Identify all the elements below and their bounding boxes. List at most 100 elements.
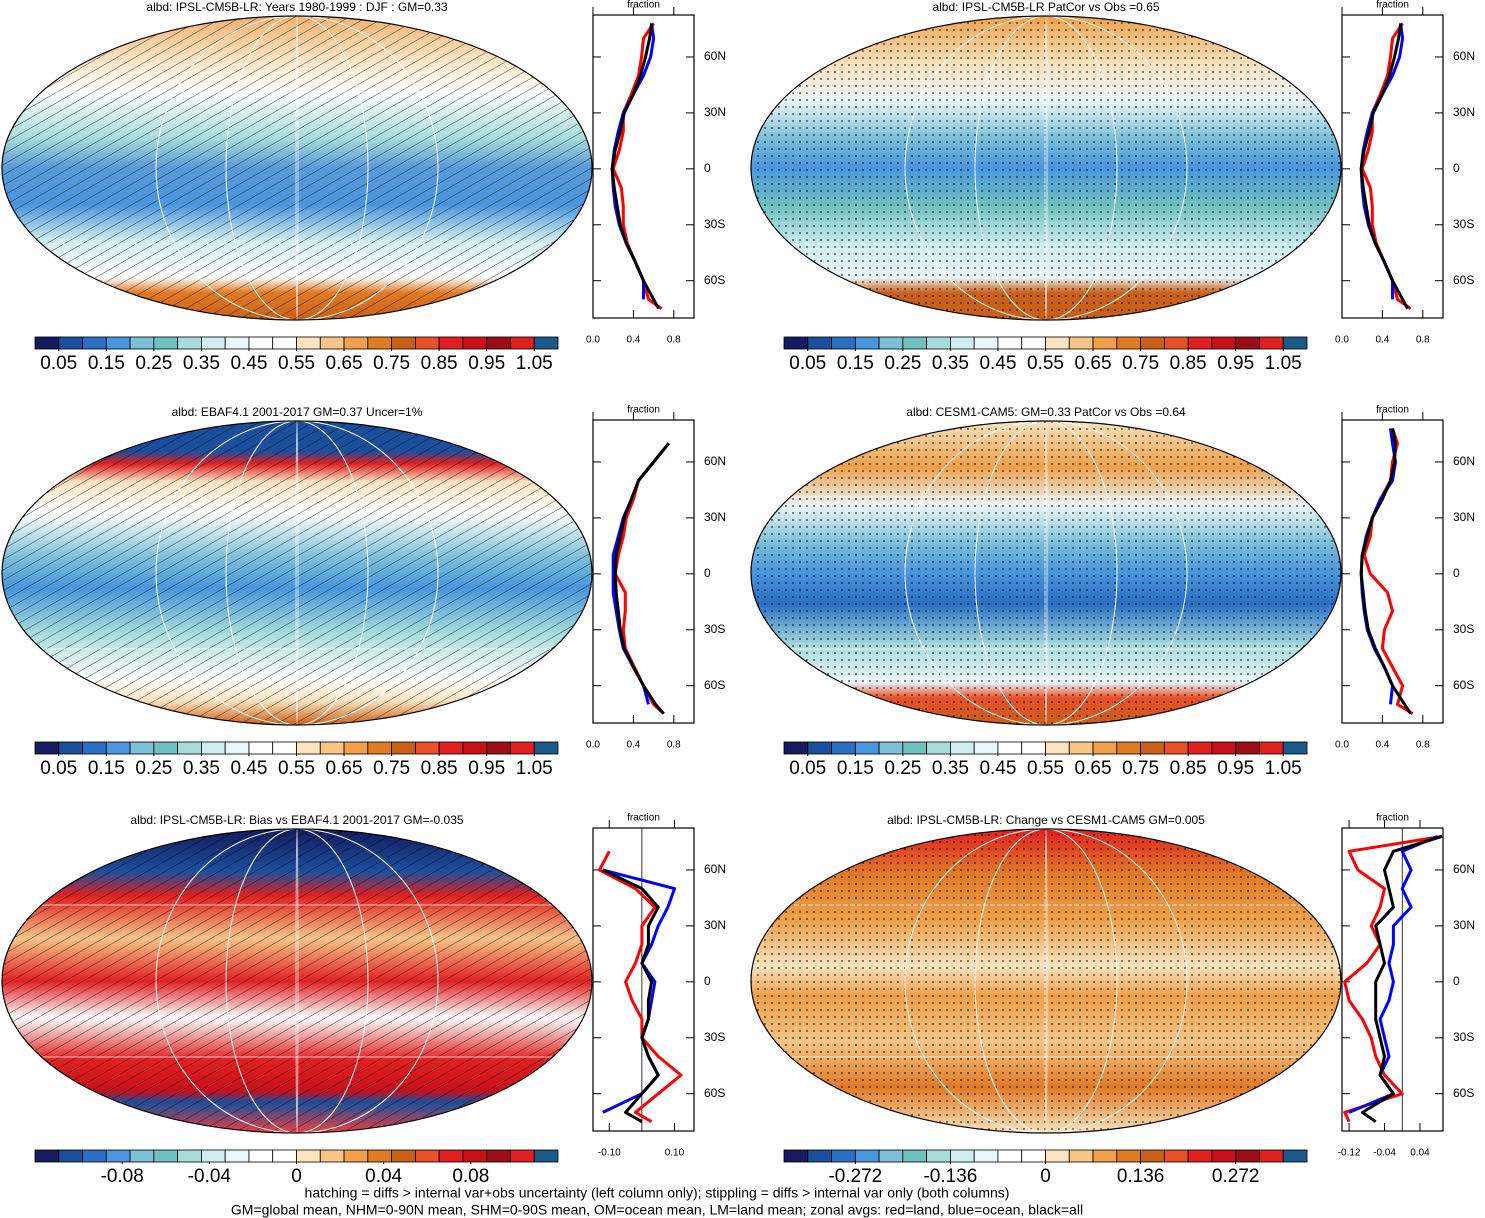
- colorbar-label: 0.05: [40, 758, 77, 779]
- y-tick-label: 30N: [704, 105, 726, 119]
- colorbar-label: 0.75: [1122, 353, 1159, 374]
- colorbar-label: 0.95: [1217, 758, 1254, 779]
- colorbar-box: [973, 741, 999, 755]
- colorbar-box: [950, 741, 975, 755]
- colorbar-label: 1.05: [516, 353, 553, 374]
- y-tick-label: 0: [1453, 974, 1460, 988]
- x-tick-label: -0.12: [1338, 1148, 1361, 1159]
- colorbar-label: 0.55: [1027, 353, 1064, 374]
- colorbar-box: [153, 336, 179, 350]
- colorbar-box: [1068, 1149, 1094, 1163]
- colorbar-box: [1140, 741, 1165, 755]
- colorbar-box: [248, 1149, 274, 1163]
- zonal-axis-label: fraction: [1376, 0, 1409, 11]
- colorbar-label: 0.25: [135, 353, 172, 374]
- colorbar-box: [807, 741, 832, 755]
- colorbar-label: 0.05: [789, 353, 826, 374]
- colorbar-label: 0.25: [884, 758, 921, 779]
- zonal-line: [602, 868, 660, 1124]
- y-tick-label: 0: [704, 566, 711, 580]
- colorbar-label: 0.45: [230, 353, 267, 374]
- map-pattern: [2, 421, 592, 725]
- colorbar-box: [1116, 1149, 1141, 1163]
- zonal-line: [1348, 835, 1439, 1114]
- colorbar-box: [950, 1149, 975, 1163]
- colorbar-box: [177, 741, 202, 755]
- colorbar-label: 0.45: [979, 758, 1016, 779]
- x-tick-label: 0.04: [1410, 1148, 1430, 1159]
- colorbar-box: [414, 741, 440, 755]
- colorbar-label: 0.05: [40, 353, 77, 374]
- colorbar-box: [878, 1149, 904, 1163]
- y-tick-label: 0: [704, 974, 711, 988]
- colorbar-box: [177, 336, 202, 350]
- zonal-axis-label: fraction: [627, 0, 660, 11]
- zonal-line: [1359, 23, 1410, 310]
- colorbar-label: 0.65: [1075, 758, 1112, 779]
- colorbar-label: 0: [1040, 1166, 1051, 1187]
- panel-title: albd: IPSL-CM5B-LR: Bias vs EBAF4.1 2001…: [130, 813, 463, 827]
- colorbar-label: 0.15: [837, 758, 874, 779]
- colorbar-label: 0.95: [468, 353, 505, 374]
- colorbar-label: 0.85: [421, 353, 458, 374]
- x-tick-label: 0.0: [1335, 740, 1349, 751]
- colorbar-box: [34, 741, 60, 755]
- colorbar-box: [201, 1149, 226, 1163]
- colorbar-box: [510, 1149, 535, 1163]
- map-outline: [750, 15, 1342, 321]
- colorbar-label: 0.272: [1212, 1166, 1260, 1187]
- colorbar-box: [319, 741, 345, 755]
- colorbar-box: [854, 741, 880, 755]
- map-outline: [1, 15, 593, 321]
- colorbar-box: [926, 741, 951, 755]
- y-tick-label: 60N: [704, 454, 726, 468]
- colorbar-box: [973, 1149, 999, 1163]
- panel-title: albd: IPSL-CM5B-LR PatCor vs Obs =0.65: [932, 0, 1159, 14]
- colorbar-box: [82, 741, 107, 755]
- x-tick-label: 0.8: [667, 335, 681, 346]
- colorbar-label: 0.75: [1122, 758, 1159, 779]
- colorbar-box: [1259, 336, 1284, 350]
- colorbar-box: [224, 741, 250, 755]
- x-tick-label: 0.0: [586, 335, 600, 346]
- colorbar-box: [391, 741, 416, 755]
- colorbar-box: [367, 1149, 392, 1163]
- colorbar-label: 1.05: [516, 758, 553, 779]
- colorbar-box: [58, 1149, 83, 1163]
- y-tick-label: 30N: [1453, 510, 1475, 524]
- colorbar-box: [1211, 1149, 1237, 1163]
- map-outline: [750, 828, 1342, 1134]
- colorbar-label: 0.35: [183, 758, 220, 779]
- colorbar-box: [82, 1149, 107, 1163]
- colorbar-label: -0.136: [923, 1166, 977, 1187]
- colorbar-box: [224, 1149, 250, 1163]
- colorbar-label: 0.25: [884, 353, 921, 374]
- y-tick-label: 0: [1453, 161, 1460, 175]
- footer-line: GM=global mean, NHM=0-90N mean, SHM=0-90…: [231, 1202, 1083, 1218]
- y-tick-label: 30S: [704, 217, 725, 231]
- colorbar-box: [1021, 741, 1046, 755]
- colorbar-box: [105, 741, 131, 755]
- colorbar-box: [783, 336, 809, 350]
- y-tick-label: 30S: [1453, 622, 1474, 636]
- colorbar-box: [462, 336, 488, 350]
- zonal-axis-label: fraction: [1376, 813, 1409, 824]
- y-tick-label: 60S: [1453, 678, 1474, 692]
- zonal-line: [1359, 428, 1412, 715]
- y-tick-label: 60S: [704, 273, 725, 287]
- y-tick-label: 30N: [704, 918, 726, 932]
- colorbar-box: [343, 741, 369, 755]
- colorbar-box: [319, 336, 345, 350]
- colorbar-label: 0.85: [421, 758, 458, 779]
- colorbar-box: [105, 336, 131, 350]
- colorbar-box: [272, 741, 297, 755]
- y-tick-label: 30S: [704, 1030, 725, 1044]
- colorbar-box: [438, 1149, 464, 1163]
- colorbar-label: 0.95: [1217, 353, 1254, 374]
- y-tick-label: 30N: [1453, 918, 1475, 932]
- colorbar-label: 0.35: [932, 758, 969, 779]
- y-tick-label: 60N: [704, 49, 726, 63]
- colorbar-box: [1282, 741, 1308, 755]
- colorbar-box: [831, 741, 856, 755]
- colorbar-label: 0.85: [1170, 353, 1207, 374]
